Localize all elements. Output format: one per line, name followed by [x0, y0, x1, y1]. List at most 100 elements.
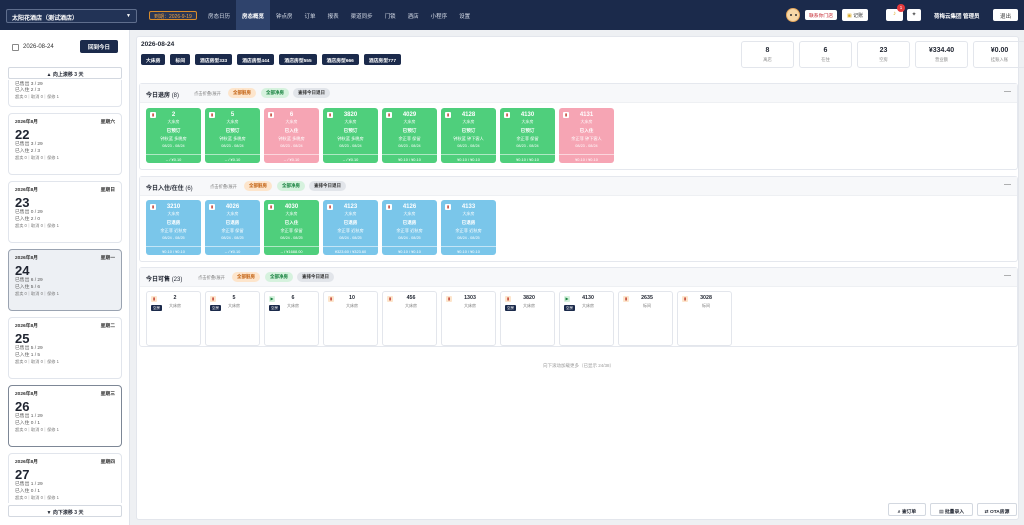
- day-card-partial[interactable]: 已售出 3 / 29 已入住 2 / 3 超卖 0｜取消 0｜保修 1: [8, 80, 122, 107]
- room-tile[interactable]: ▮ 4123 大床房 已退房 余正菲 近秋房 08/24 - 08/25 ¥323.60 /…: [323, 200, 378, 255]
- room-number: 2: [173, 295, 177, 301]
- view-today-button[interactable]: 查排今日退日: [309, 181, 346, 191]
- room-tile[interactable]: ▮ 4026 大床房 已退房 余正菲 保留 08/24 - 08/25 -- / ¥0.10: [205, 200, 260, 255]
- checkout-header[interactable]: 今日退房 (8) 点击折叠/展开 全部脏房 全部净房 查排今日退日 —: [140, 84, 1017, 103]
- room-tile[interactable]: ▮ 5 大床房 已预订 钟秋蓝 多晚房 08/23 - 08/24 -- / ¥0.10: [205, 108, 260, 163]
- room-type-filter[interactable]: 酒店房型777: [363, 54, 402, 65]
- vacant-room-tile[interactable]: ▮ 456 大床房: [382, 291, 437, 346]
- guest-name: 余正菲 近秋房: [337, 228, 364, 233]
- room-type-filter[interactable]: 酒店房型333: [195, 54, 233, 65]
- date-sidebar: 2026-08-24 回到今日 ▲ 向上滚移 3 天 已售出 3 / 29 已入…: [0, 30, 130, 525]
- all-dirty-button[interactable]: 全部脏房: [228, 88, 256, 98]
- vacant-room-tile[interactable]: ▮ 2635 标间: [618, 291, 673, 346]
- vacant-room-tile[interactable]: ▮ 5 大床房 空房: [205, 291, 260, 346]
- room-tile[interactable]: ▮ 2 大床房 已预订 钟秋蓝 多晚房 08/23 - 08/24 -- / ¥0.10: [146, 108, 201, 163]
- room-type-filter[interactable]: 酒店房型666: [321, 54, 359, 65]
- stat-label: 离店: [763, 57, 772, 62]
- all-clean-button[interactable]: 全部净房: [265, 272, 293, 282]
- view-today-button[interactable]: 查排今日退日: [297, 272, 334, 282]
- nav-item-8[interactable]: 小程序: [430, 14, 448, 20]
- room-type-filter[interactable]: 大床房: [141, 54, 166, 65]
- stay-dates: 08/23 - 08/24: [280, 144, 303, 148]
- nav-item-9[interactable]: 设置: [459, 14, 471, 20]
- collapse-icon[interactable]: —: [1004, 272, 1011, 279]
- vacant-room-tile[interactable]: ▮ 2 大床房 空房: [146, 291, 201, 346]
- document-icon: ▤: [938, 510, 944, 515]
- nav-item-3[interactable]: 订单: [304, 14, 316, 20]
- room-tile[interactable]: ▮ 3820 大床房 已预订 钟秋蓝 多晚房 08/23 - 08/24 -- / ¥0.1…: [323, 108, 378, 163]
- room-type-filter[interactable]: 酒店房型555: [279, 54, 317, 65]
- user-name[interactable]: 荷梅云集团 管理员: [934, 14, 980, 20]
- room-tile[interactable]: ▮ 4130 大床房 已预订 余正菲 保留 08/23 - 08/24 ¥0.10 / ¥0…: [500, 108, 555, 163]
- day-card[interactable]: 2026年8月 星期日 23 已售出 0 / 29 已入住 2 / 0 超卖 0｜取消 0…: [8, 181, 122, 243]
- scroll-down-button[interactable]: ▼ 向下滚移 3 天: [8, 505, 122, 517]
- vacant-room-tile[interactable]: ▮ 3028 标间: [677, 291, 732, 346]
- vacant-room-tile[interactable]: ▶ 4130 大床房 空房: [559, 291, 614, 346]
- room-type-filter[interactable]: 酒店房型444: [237, 54, 275, 65]
- search-order-button[interactable]: ⌕ 查订单: [888, 503, 926, 516]
- collapse-icon[interactable]: —: [1004, 88, 1011, 95]
- room-number: 3028: [700, 295, 712, 301]
- room-type: 大床房: [462, 211, 475, 216]
- extra-text: 超卖 0｜取消 0｜保修 1: [15, 495, 59, 500]
- vacant-room-tile[interactable]: ▮ 10 大床房: [323, 291, 378, 346]
- room-tile[interactable]: ▮ 4126 大床房 已退房 余正菲 近秋房 08/24 - 08/25 ¥0.10 / ¥…: [382, 200, 437, 255]
- day-card[interactable]: 2026年8月 星期二 25 已售出 5 / 29 已入住 1 / 5 超卖 0｜取消 0…: [8, 317, 122, 379]
- all-clean-button[interactable]: 全部净房: [261, 88, 289, 98]
- day-card[interactable]: 2026年8月 星期三 26 已售出 1 / 29 已入住 0 / 1 超卖 0｜取消 0…: [8, 385, 122, 447]
- room-status: 已预订: [225, 128, 240, 133]
- logout-button[interactable]: 退出: [993, 9, 1018, 21]
- room-type-filter[interactable]: 标间: [170, 54, 191, 65]
- vacant-header[interactable]: 今日可售 (23) 点击折叠/展开 全部脏房 全部净房 查排今日退日 —: [140, 268, 1017, 287]
- nav-item-2[interactable]: 钟点房: [276, 14, 293, 20]
- ota-rooms-button[interactable]: ⇄ OTA房源: [977, 503, 1017, 516]
- vacant-room-tile[interactable]: ▮ 1303 大床房: [441, 291, 496, 346]
- nav-item-0[interactable]: 房态日历: [208, 14, 231, 20]
- notification-button[interactable]: ♪: [886, 9, 903, 21]
- all-clean-button[interactable]: 全部净房: [277, 181, 305, 191]
- room-number: 4030: [284, 204, 299, 210]
- room-tile[interactable]: ▮ 6 大床房 已入住 钟秋蓝 多晚房 08/23 - 08/24 -- / ¥0.10: [264, 108, 319, 163]
- room-tile[interactable]: ▮ 4029 大床房 已预订 余正菲 保留 08/23 - 08/24 ¥0.10 / ¥0…: [382, 108, 437, 163]
- room-tile[interactable]: ▮ 4131 大床房 已入住 余正菲 钟下客人 08/23 - 08/24 ¥0.10 / …: [559, 108, 614, 163]
- room-tile[interactable]: ▮ 4128 大床房 已预订 钟秋蓝 钟下客人 08/23 - 08/24 ¥0.10 / …: [441, 108, 496, 163]
- stay-dates: 08/24 - 08/25: [221, 236, 244, 240]
- collapse-icon[interactable]: —: [1004, 181, 1011, 188]
- all-dirty-button[interactable]: 全部脏房: [244, 181, 272, 191]
- vacant-room-tile[interactable]: ▶ 6 大床房 空房: [264, 291, 319, 346]
- day-number: 22: [15, 127, 30, 142]
- game-button[interactable]: ✦: [907, 9, 921, 21]
- nav-item-1[interactable]: 房态概览: [236, 0, 271, 30]
- all-dirty-button[interactable]: 全部脏房: [232, 272, 260, 282]
- room-tile[interactable]: ▮ 4030 大床房 已入住 余正菲 保留 08/24 - 08/25 -- / ¥1688…: [264, 200, 319, 255]
- agent-button[interactable]: 联系你门店: [805, 10, 837, 20]
- day-card[interactable]: 2026年8月 星期四 27 已售出 1 / 29 已入住 0 / 1 超卖 0｜取消 0…: [8, 453, 122, 503]
- nav-item-4[interactable]: 报表: [327, 14, 339, 20]
- nav-item-6[interactable]: 门锁: [384, 14, 396, 20]
- day-month: 2026年8月: [15, 392, 38, 397]
- door-icon: ▮: [210, 296, 216, 302]
- stat-label: 空房: [879, 57, 888, 62]
- record-button[interactable]: ▣ 记账: [842, 9, 869, 21]
- view-today-button[interactable]: 查排今日退日: [293, 88, 330, 98]
- date-picker[interactable]: 2026-08-24: [10, 42, 122, 54]
- checkout-section: 今日退房 (8) 点击折叠/展开 全部脏房 全部净房 查排今日退日 — ▮ 2 大床…: [139, 83, 1018, 170]
- hotel-select[interactable]: 太阳花酒店（测试酒店） ▼: [6, 9, 137, 23]
- room-tile[interactable]: ▮ 3210 大床房 已退房 余正菲 近秋房 08/24 - 08/25 ¥0.10 / ¥…: [146, 200, 201, 255]
- nav-item-7[interactable]: 酒店: [407, 14, 419, 20]
- batch-entry-button[interactable]: ▤ 批量录入: [930, 503, 973, 516]
- back-to-today-button[interactable]: 回到今日: [80, 40, 118, 53]
- sold-text: 已售出 5 / 29: [15, 346, 43, 351]
- door-icon: ▮: [150, 204, 156, 210]
- section-title: 今日可售 (23): [146, 277, 183, 283]
- room-tile[interactable]: ▮ 4133 大床房 已退房 余正菲 近秋房 08/24 - 08/25 ¥0.10 / ¥…: [441, 200, 496, 255]
- day-card[interactable]: 2026年8月 星期一 24 已售出 6 / 29 已入住 5 / 6 超卖 0｜取消 0…: [8, 249, 122, 311]
- room-number: 6: [291, 295, 295, 301]
- nav-item-5[interactable]: 渠道同步: [350, 14, 373, 20]
- day-card[interactable]: 2026年8月 星期六 22 已售出 3 / 29 已入住 2 / 3 超卖 0｜取消 0…: [8, 113, 122, 175]
- inhouse-header[interactable]: 今日入住/在住 (6) 点击折叠/展开 全部脏房 全部净房 查排今日退日 —: [140, 177, 1017, 196]
- vacant-room-tile[interactable]: ▮ 3820 大床房 空房: [500, 291, 555, 346]
- door-icon: ▮: [563, 112, 569, 118]
- room-status: 已入住: [284, 128, 299, 133]
- scroll-up-button[interactable]: ▲ 向上滚移 3 天: [8, 67, 122, 79]
